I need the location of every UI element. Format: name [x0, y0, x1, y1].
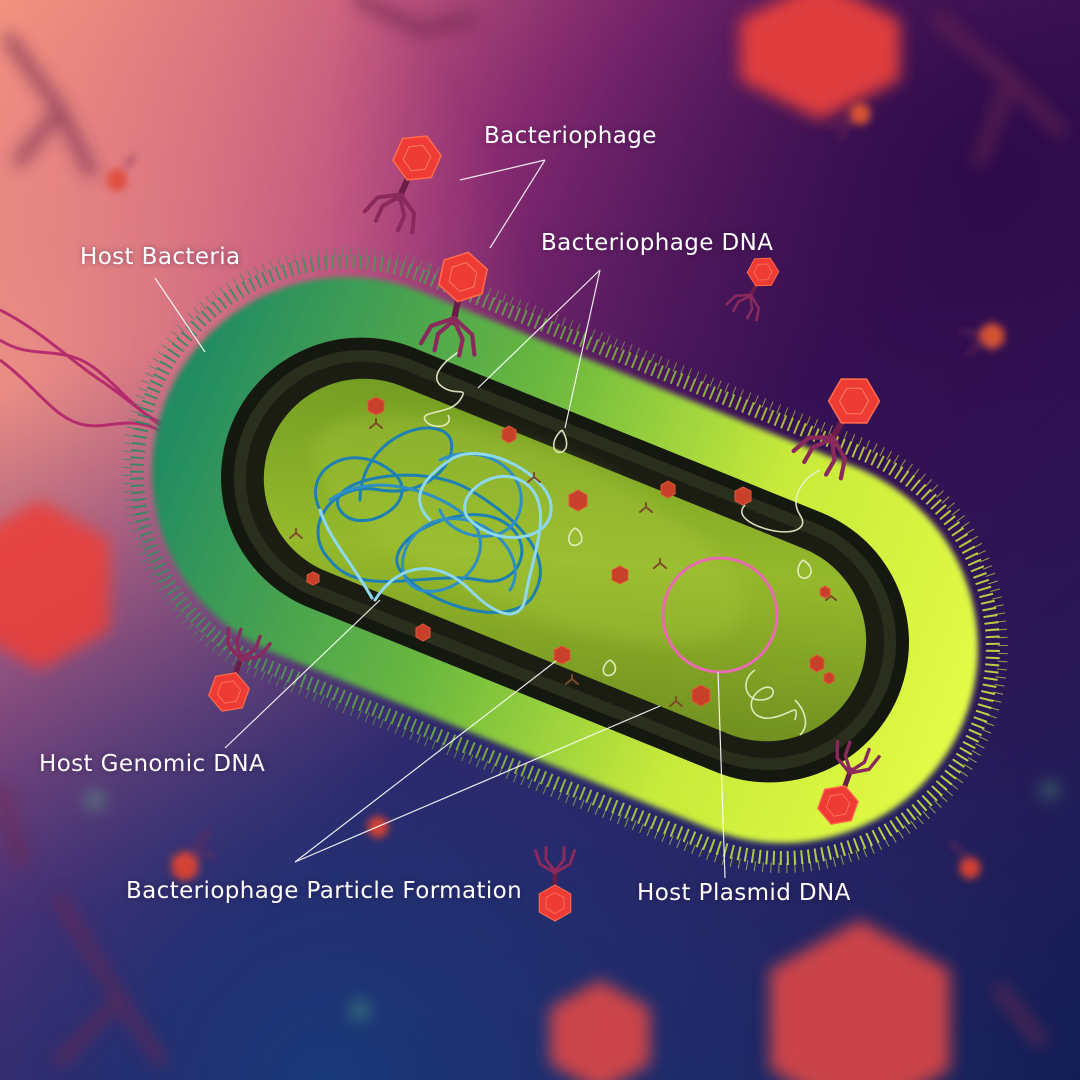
annotation-lines — [154, 159, 726, 879]
host-genomic-dna — [313, 426, 553, 616]
bacteriophage-dna-strands — [423, 349, 821, 736]
label-host-genomic-dna: Host Genomic DNA — [39, 751, 266, 777]
label-host-plasmid-dna: Host Plasmid DNA — [637, 880, 851, 906]
bacteriophage-tails-inside — [289, 418, 837, 707]
bacteriophage-particles — [306, 396, 835, 707]
host-bacterium — [122, 246, 1008, 874]
host-plasmid-dna — [661, 556, 779, 674]
label-bacteriophage-particle-formation: Bacteriophage Particle Formation — [126, 878, 523, 904]
label-bacteriophage-dna: Bacteriophage DNA — [541, 230, 774, 256]
label-bacteriophage: Bacteriophage — [484, 123, 657, 149]
label-host-bacteria: Host Bacteria — [80, 244, 241, 270]
